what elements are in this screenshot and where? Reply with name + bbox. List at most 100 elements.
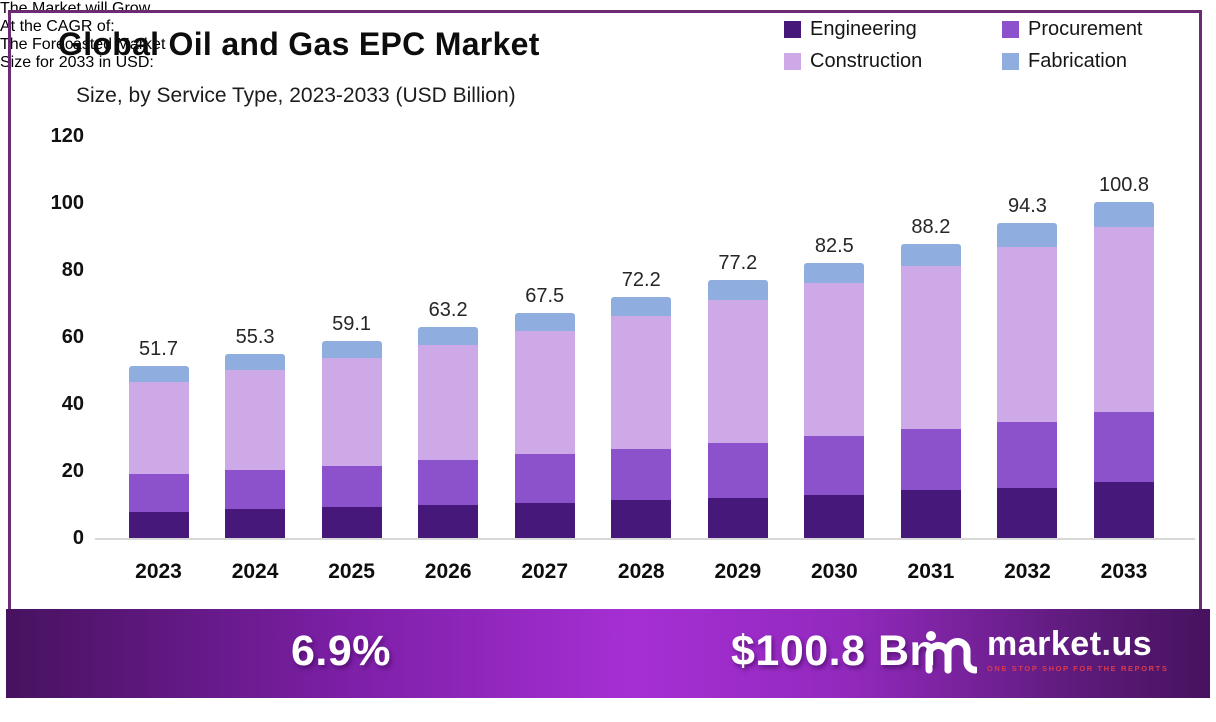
bar-segment-engineering	[128, 511, 189, 539]
bar-segment-engineering	[611, 500, 672, 539]
cagr-value: 6.9%	[291, 627, 392, 675]
legend-label: Fabrication	[1028, 50, 1127, 72]
y-axis-tick: 100	[50, 192, 84, 215]
bar-segment-fabrication	[707, 280, 768, 300]
y-axis-tick: 0	[72, 526, 84, 549]
bar-total-label: 59.1	[332, 312, 372, 335]
bar-total-label: 67.5	[525, 284, 565, 307]
bar-segment-procurement	[804, 435, 865, 496]
forecast-label-line2: Size for 2033 in USD:	[0, 54, 154, 71]
bar-segment-procurement	[321, 465, 382, 507]
y-axis-tick: 80	[61, 259, 84, 282]
page-subtitle: Size, by Service Type, 2023-2033 (USD Bi…	[76, 84, 516, 107]
brand-tagline: ONE STOP SHOP FOR THE REPORTS	[987, 664, 1169, 673]
x-axis-label: 2030	[810, 560, 858, 583]
x-axis-label: 2033	[1100, 560, 1148, 583]
bar-total-label: 88.2	[911, 215, 951, 238]
bar-segment-procurement	[128, 473, 189, 512]
x-axis-line	[95, 538, 1195, 540]
forecast-value: $100.8 Bn	[731, 627, 937, 675]
x-axis-label: 2027	[521, 560, 569, 583]
y-axis-tick: 20	[61, 459, 84, 482]
bar-segment-construction	[900, 265, 961, 430]
bar-segment-engineering	[804, 495, 865, 539]
market-us-brand: market.us ONE STOP SHOP FOR THE REPORTS	[925, 625, 1168, 674]
bar-segment-construction	[128, 381, 189, 474]
legend-label: Construction	[810, 50, 923, 72]
x-axis-label: 2031	[907, 560, 955, 583]
cagr-label-line2: At the CAGR of:	[0, 18, 115, 35]
bar-total-label: 100.8	[1098, 173, 1150, 196]
bar-segment-fabrication	[321, 340, 382, 358]
bar-segment-fabrication	[128, 365, 189, 382]
bar-segment-procurement	[418, 459, 479, 505]
bar-segment-engineering	[1094, 481, 1154, 539]
y-axis-tick: 40	[61, 392, 84, 415]
page-title: Global Oil and Gas EPC Market	[58, 26, 540, 62]
bar-segment-engineering	[418, 504, 479, 539]
bar-segment-construction	[225, 370, 286, 470]
bar-segment-procurement	[611, 449, 672, 501]
bar-segment-procurement	[225, 469, 286, 510]
legend-swatch-engineering-icon	[784, 21, 801, 38]
footer-banner	[6, 609, 1210, 698]
y-axis-tick: 60	[61, 325, 84, 348]
bar-segment-engineering	[900, 490, 961, 539]
brand-name: market.us	[987, 625, 1153, 663]
legend-item-engineering: Engineering	[784, 18, 1002, 41]
bar-segment-construction	[611, 315, 672, 450]
bar-segment-fabrication	[1094, 201, 1154, 227]
bar-segment-fabrication	[225, 353, 286, 371]
bar-total-label: 82.5	[814, 234, 854, 257]
y-axis-tick: 120	[50, 125, 84, 148]
bar-total-label: 77.2	[718, 252, 758, 275]
legend-swatch-construction-icon	[784, 53, 801, 70]
bar-segment-engineering	[707, 498, 768, 539]
x-axis-label: 2029	[714, 560, 762, 583]
x-axis-label: 2026	[424, 560, 472, 583]
bar-segment-construction	[514, 330, 575, 454]
bar-segment-fabrication	[611, 297, 672, 316]
bar-segment-fabrication	[418, 327, 479, 345]
bar-total-label: 72.2	[621, 269, 661, 292]
bar-segment-fabrication	[804, 262, 865, 284]
x-axis-label: 2025	[328, 560, 375, 583]
bar-segment-engineering	[225, 509, 286, 539]
bar-segment-engineering	[997, 487, 1058, 539]
forecast-label-line1: The Forecasted Market	[0, 36, 166, 53]
x-axis-label: 2024	[231, 560, 279, 583]
x-axis-label: 2032	[1004, 560, 1051, 583]
legend-label: Engineering	[810, 18, 917, 40]
bar-total-label: 51.7	[139, 337, 178, 360]
legend-label: Procurement	[1028, 18, 1143, 40]
bar-segment-fabrication	[900, 243, 961, 266]
legend-swatch-procurement-icon	[1002, 21, 1019, 38]
bar-segment-procurement	[514, 453, 575, 503]
bar-total-label: 63.2	[428, 299, 468, 322]
bar-segment-construction	[804, 283, 865, 436]
market-us-logo-icon	[925, 631, 977, 674]
bar-segment-procurement	[997, 421, 1058, 488]
legend-item-construction: Construction	[784, 50, 1002, 73]
bar-segment-procurement	[900, 429, 961, 491]
legend-swatch-fabrication-icon	[1002, 53, 1019, 70]
bar-segment-fabrication	[514, 312, 575, 331]
bar-total-label: 94.3	[1007, 195, 1047, 218]
forecast-label: The Forecasted Market Size for 2033 in U…	[0, 36, 1216, 72]
x-axis-label: 2028	[617, 560, 665, 583]
bar-segment-engineering	[321, 506, 382, 539]
chart-legend: Engineering Procurement Construction Fab…	[784, 18, 1194, 73]
bar-total-label: 55.3	[235, 325, 275, 348]
x-axis-label: 2023	[135, 560, 182, 583]
legend-item-fabrication: Fabrication	[1002, 50, 1194, 73]
bar-segment-construction	[1094, 226, 1154, 412]
bar-segment-procurement	[1094, 411, 1154, 482]
bar-segment-construction	[418, 344, 479, 460]
bar-segment-construction	[997, 247, 1058, 422]
legend-item-procurement: Procurement	[1002, 18, 1194, 41]
bar-segment-fabrication	[997, 223, 1058, 248]
bar-segment-procurement	[707, 442, 768, 499]
bar-segment-construction	[707, 299, 768, 443]
bar-segment-construction	[321, 357, 382, 466]
